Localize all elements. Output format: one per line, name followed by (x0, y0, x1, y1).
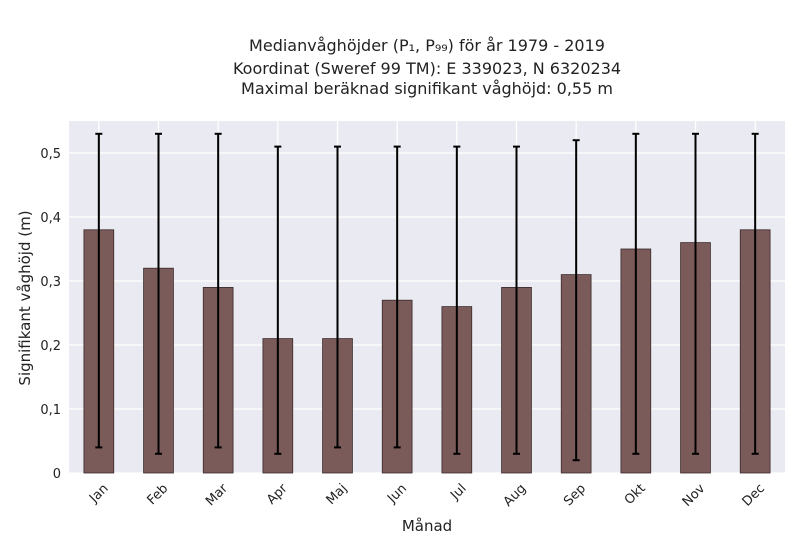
error-bar-apr (274, 145, 282, 455)
x-tick-label: Jun (384, 481, 410, 507)
plot-area (69, 121, 785, 473)
x-tick-label: Dec (740, 481, 768, 509)
x-tick-label: Feb (144, 481, 171, 508)
x-tick-label: Nov (680, 481, 709, 510)
y-tick-label: 0,5 (40, 147, 61, 162)
error-bar-okt (632, 132, 640, 455)
error-bar-maj (334, 145, 341, 449)
y-axis-label: Signifikant våghöjd (m) (16, 210, 34, 385)
error-bar-jun (393, 145, 401, 449)
error-bar-dec (751, 132, 759, 455)
error-bars (95, 132, 759, 462)
error-bar-jul (453, 145, 461, 455)
x-tick-label: Jul (447, 481, 469, 503)
x-tick-label: Okt (622, 481, 649, 508)
x-tick-label: Apr (264, 481, 291, 508)
x-tick-labels: Jan Feb Mar Apr Maj Jun Jul Aug Sep Okt Nov Dec (86, 481, 768, 510)
y-tick-labels: 0 0,1 0,2 0,3 0,4 0,5 (40, 147, 61, 482)
chart-title: Medianvåghöjder (P₁, P₉₉) för år 1979 - … (233, 36, 621, 98)
y-tick-label: 0,4 (40, 211, 61, 226)
x-axis-label: Månad (402, 517, 452, 535)
error-bar-sep (572, 139, 580, 462)
x-tick-label: Jan (86, 481, 111, 506)
error-bar-nov (692, 132, 699, 455)
title-line-1: Medianvåghöjder (P₁, P₉₉) för år 1979 - … (249, 36, 605, 55)
error-bar-mar (214, 132, 222, 449)
error-bar-jan (95, 132, 103, 449)
y-tick-label: 0,1 (40, 403, 61, 418)
y-tick-label: 0,2 (40, 339, 61, 354)
x-tick-label: Sep (561, 481, 589, 509)
x-tick-label: Mar (203, 481, 231, 509)
error-bar-feb (155, 132, 162, 455)
title-line-2: Koordinat (Sweref 99 TM): E 339023, N 63… (233, 59, 621, 78)
y-tick-label: 0,3 (40, 275, 61, 290)
y-tick-label: 0 (53, 467, 61, 482)
error-bar-aug (513, 145, 520, 455)
x-tick-label: Maj (324, 481, 351, 508)
x-tick-label: Aug (501, 481, 530, 510)
title-line-3: Maximal beräknad signifikant våghöjd: 0,… (241, 79, 613, 98)
